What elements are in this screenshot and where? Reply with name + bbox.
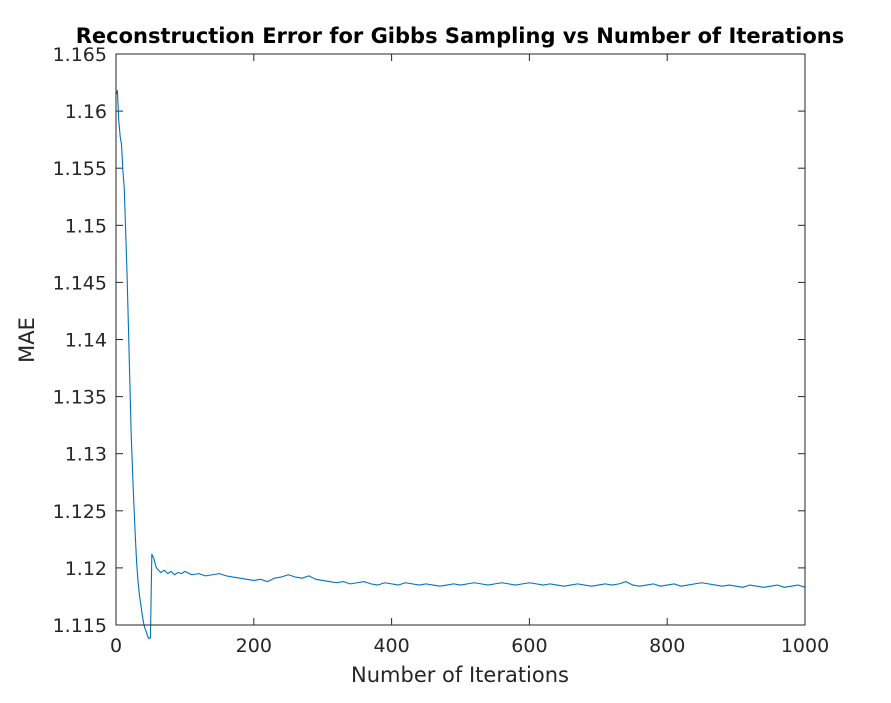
- y-tick-label: 1.13: [65, 444, 107, 466]
- x-tick-label: 400: [373, 635, 409, 657]
- y-tick-label: 1.15: [65, 215, 107, 237]
- y-tick-label: 1.155: [53, 158, 107, 180]
- x-tick-label: 600: [511, 635, 547, 657]
- y-tick-label: 1.145: [53, 272, 107, 294]
- y-axis-title: MAE: [15, 317, 39, 363]
- series-line: [116, 89, 806, 640]
- plot-frame: [115, 53, 806, 626]
- x-tick-label: 200: [236, 635, 272, 657]
- x-tick-label: 800: [649, 635, 685, 657]
- y-tick-label: 1.135: [53, 387, 107, 409]
- x-tick-label: 1000: [781, 635, 829, 657]
- x-axis-ticks: 0 200 400 600 800 1000: [110, 54, 829, 657]
- y-tick-label: 1.165: [53, 44, 107, 66]
- y-tick-label: 1.115: [53, 615, 107, 637]
- y-tick-label: 1.125: [53, 501, 107, 523]
- x-axis-title: Number of Iterations: [351, 663, 569, 687]
- plot-area: [116, 54, 805, 625]
- chart-title: Reconstruction Error for Gibbs Sampling …: [76, 24, 845, 48]
- y-tick-label: 1.12: [65, 558, 107, 580]
- y-tick-label: 1.14: [65, 330, 107, 352]
- y-tick-label: 1.16: [65, 101, 107, 123]
- x-tick-label: 0: [110, 635, 122, 657]
